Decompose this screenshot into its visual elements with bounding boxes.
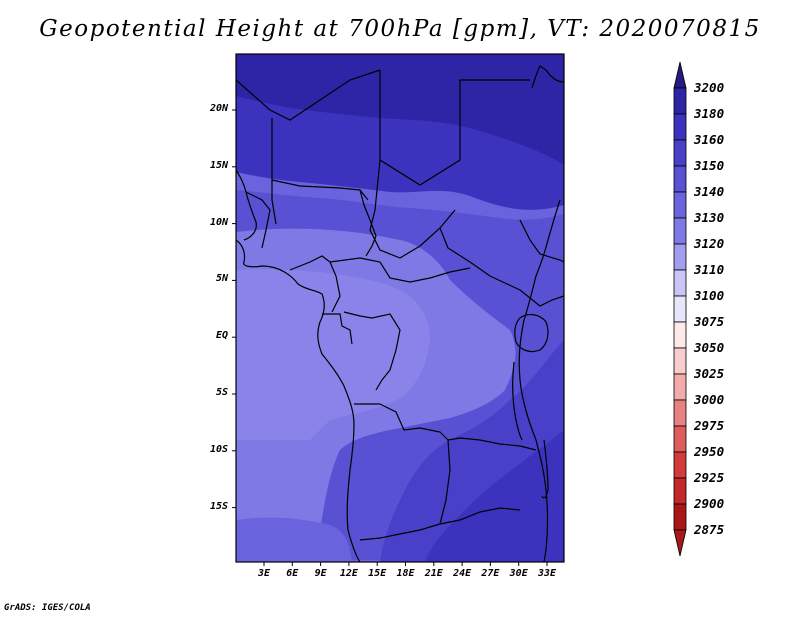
- border-algeria-libya: [236, 69, 381, 121]
- colorbar-level-label: 3100: [694, 288, 725, 303]
- colorbar-level-label: 2900: [694, 496, 725, 511]
- colorbar-box: [673, 165, 687, 193]
- border-cameroon-chad: [359, 189, 377, 257]
- border-niger-chad: [271, 118, 369, 201]
- colorbar-level-label: 3075: [694, 314, 725, 329]
- colorbar-level-label: 3180: [694, 106, 725, 121]
- colorbar-top-arrow: [673, 61, 687, 89]
- lon-tick-label: 15E: [368, 568, 387, 579]
- lon-tick-label: 27E: [481, 568, 500, 579]
- east-coastline: [518, 65, 564, 562]
- lat-tick-label: 10N: [209, 216, 228, 228]
- contour-band-3120: [236, 269, 430, 440]
- lat-tick-label: 15S: [209, 500, 228, 512]
- colorbar-level-label: 3110: [694, 262, 725, 277]
- lat-tick-label: EQ: [215, 330, 228, 342]
- colorbar-box: [673, 139, 687, 167]
- colorbar-box: [673, 113, 687, 141]
- border-gabon: [322, 313, 353, 345]
- colorbar-box: [673, 347, 687, 375]
- colorbar-box: [673, 295, 687, 323]
- lon-tick-label: 6E: [286, 568, 299, 579]
- west-coastline: [236, 239, 361, 562]
- border-drc-angola: [354, 403, 461, 441]
- lon-tick-label: 33E: [537, 568, 557, 579]
- border-west-africa: [245, 180, 277, 249]
- border-sudan-south: [439, 227, 521, 291]
- border-libya-egypt: [379, 70, 530, 186]
- map-frame: [235, 53, 565, 563]
- lat-tick-label: 10S: [209, 443, 228, 455]
- colorbar-box: [673, 191, 687, 219]
- lon-tick-label: 24E: [453, 568, 472, 579]
- border-uganda-kenya: [519, 289, 564, 307]
- border-zambia-zimbabwe: [439, 507, 521, 525]
- lake-malawi-outline: [541, 439, 549, 499]
- border-chad-sudan: [369, 159, 456, 259]
- border-car: [329, 257, 471, 283]
- colorbar-level-label: 3050: [694, 340, 725, 355]
- grads-credit: GrADS: IGES/COLA: [4, 603, 91, 613]
- lake-victoria-outline: [514, 313, 549, 353]
- border-congo-drc: [343, 311, 401, 391]
- colorbar-box: [673, 477, 687, 505]
- colorbar-box: [673, 269, 687, 297]
- border-angola-zambia: [359, 439, 451, 541]
- colorbar-level-label: 2875: [694, 522, 725, 537]
- lake-tanganyika-outline: [512, 361, 523, 441]
- colorbar-level-label: 3140: [694, 184, 725, 199]
- colorbar-level-label: 3025: [694, 366, 725, 381]
- colorbar-level-label: 3150: [694, 158, 725, 173]
- colorbar-level-label: 3120: [694, 236, 725, 251]
- lat-tick-label: 20N: [209, 103, 228, 114]
- colorbar-box: [673, 425, 687, 453]
- border-nigeria-cameroon: [289, 255, 341, 313]
- lat-tick-label: 5N: [215, 273, 228, 285]
- contour-band-3130-southwest: [236, 517, 352, 562]
- coastlines-borders: [236, 65, 564, 562]
- colorbar-box: [673, 451, 687, 479]
- lon-tick-label: 21E: [424, 568, 443, 579]
- lon-tick-label: 3E: [257, 568, 271, 579]
- lat-tick-label: 5S: [215, 387, 228, 398]
- colorbar-level-label: 3000: [694, 392, 725, 407]
- contour-band-3200-north: [236, 54, 564, 165]
- northwest-coastline: [236, 169, 257, 241]
- border-zambia-tanzania: [459, 437, 537, 451]
- colorbar-level-label: 2950: [694, 444, 725, 459]
- lon-tick-label: 30E: [509, 568, 528, 579]
- contour-band-3180-southeast: [425, 430, 564, 562]
- lon-tick-label: 12E: [339, 568, 358, 579]
- colorbar-box: [673, 321, 687, 349]
- colorbar-level-label: 2975: [694, 418, 725, 433]
- chart-title: Geopotential Height at 700hPa [gpm], VT:…: [39, 16, 761, 42]
- colorbar-boxes: [673, 61, 687, 557]
- colorbar-box: [673, 399, 687, 427]
- lon-tick-label: 9E: [314, 568, 327, 579]
- colorbar-box: [673, 243, 687, 271]
- colorbar-level-label: 3130: [694, 210, 725, 225]
- border-ethiopia: [519, 219, 564, 263]
- colorbar-bottom-arrow: [673, 529, 687, 557]
- height-field: [236, 54, 564, 562]
- lon-tick-label: 18E: [396, 568, 415, 579]
- lat-tick-label: 15N: [209, 159, 228, 171]
- axis-ticks: [232, 109, 548, 566]
- colorbar-box: [673, 373, 687, 401]
- colorbar-box: [673, 87, 687, 115]
- colorbar-level-label: 3160: [694, 132, 725, 147]
- colorbar-box: [673, 217, 687, 245]
- colorbar-level-label: 2925: [694, 470, 725, 485]
- colorbar-box: [673, 503, 687, 531]
- colorbar-level-label: 3200: [694, 80, 725, 95]
